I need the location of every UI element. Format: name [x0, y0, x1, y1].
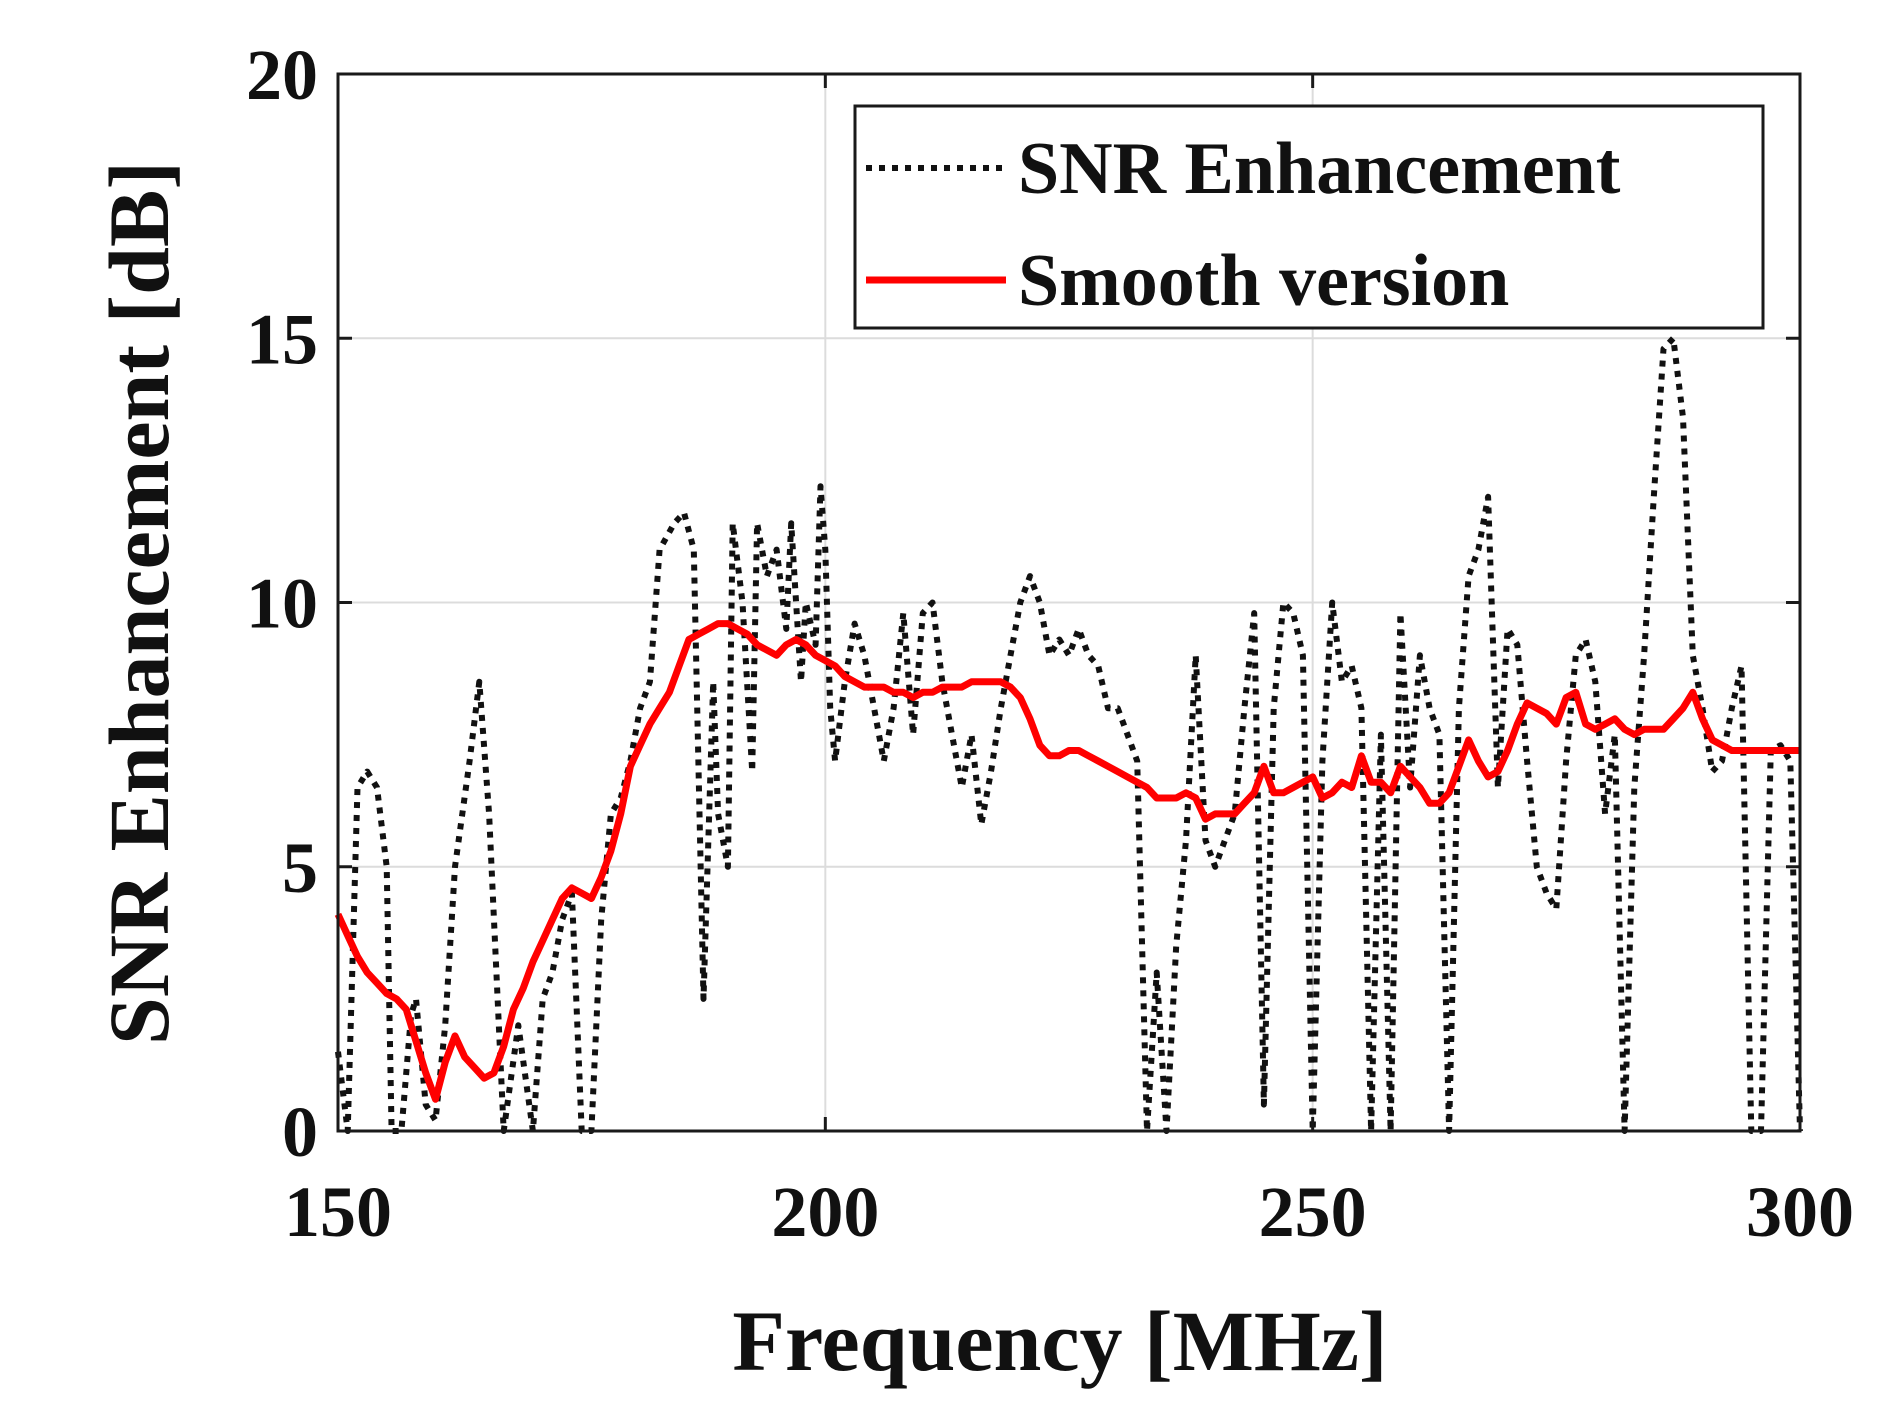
legend: SNR Enhancement Smooth version — [853, 104, 1765, 330]
series-line-smooth-version — [334, 620, 1800, 1103]
y-axis-title: SNR Enhancement [dB] — [91, 161, 187, 1045]
x-tick-label-300: 300 — [1746, 1172, 1854, 1252]
y-tick-label-0: 0 — [282, 1092, 318, 1172]
series-line-snr-enhancement — [335, 335, 1803, 1134]
legend-label-smooth-version: Smooth version — [1018, 240, 1509, 322]
y-tick-label-10: 10 — [246, 564, 318, 644]
x-ticks: 150 200 250 300 — [284, 74, 1854, 1252]
y-tick-label-20: 20 — [246, 35, 318, 115]
x-tick-label-250: 250 — [1259, 1172, 1367, 1252]
legend-label-snr-enhancement: SNR Enhancement — [1018, 128, 1621, 210]
y-tick-label-15: 15 — [246, 299, 318, 379]
series-layer — [334, 335, 1803, 1134]
legend-box — [853, 104, 1765, 330]
x-axis-title: Frequency [MHz] — [732, 1293, 1387, 1389]
x-tick-label-200: 200 — [771, 1172, 879, 1252]
x-tick-label-150: 150 — [284, 1172, 392, 1252]
y-tick-label-5: 5 — [282, 828, 318, 908]
y-ticks: 0 5 10 15 20 — [246, 35, 1800, 1172]
